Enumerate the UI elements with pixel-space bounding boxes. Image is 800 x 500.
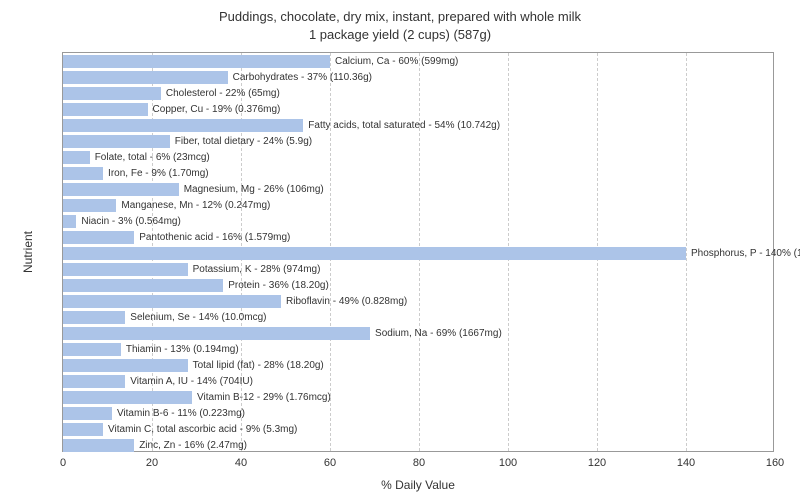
x-tick-label: 100 bbox=[499, 457, 517, 469]
bar bbox=[63, 103, 148, 116]
bar-label: Niacin - 3% (0.564mg) bbox=[81, 215, 180, 228]
bar-label: Phosphorus, P - 140% (1403mg) bbox=[691, 247, 800, 260]
x-tick-label: 0 bbox=[60, 457, 66, 469]
bar-label: Calcium, Ca - 60% (599mg) bbox=[335, 55, 458, 68]
bar-label: Thiamin - 13% (0.194mg) bbox=[126, 343, 239, 356]
bar-label: Riboflavin - 49% (0.828mg) bbox=[286, 295, 407, 308]
y-axis-label: Nutrient bbox=[21, 231, 35, 273]
bar bbox=[63, 87, 161, 100]
bar bbox=[63, 311, 125, 324]
bar-label: Manganese, Mn - 12% (0.247mg) bbox=[121, 199, 270, 212]
bar bbox=[63, 167, 103, 180]
bar bbox=[63, 423, 103, 436]
bar-label: Sodium, Na - 69% (1667mg) bbox=[375, 327, 502, 340]
chart-title-line1: Puddings, chocolate, dry mix, instant, p… bbox=[219, 9, 581, 24]
bar-label: Vitamin B-12 - 29% (1.76mcg) bbox=[197, 391, 331, 404]
bar bbox=[63, 407, 112, 420]
x-tick-label: 140 bbox=[677, 457, 695, 469]
x-tick-label: 120 bbox=[588, 457, 606, 469]
bar-label: Potassium, K - 28% (974mg) bbox=[193, 263, 321, 276]
bar-label: Pantothenic acid - 16% (1.579mg) bbox=[139, 231, 290, 244]
bar bbox=[63, 247, 686, 260]
bar-label: Folate, total - 6% (23mcg) bbox=[95, 151, 210, 164]
x-tick-label: 20 bbox=[146, 457, 158, 469]
x-axis-label: % Daily Value bbox=[62, 478, 774, 492]
bar-label: Cholesterol - 22% (65mg) bbox=[166, 87, 280, 100]
bar-label: Vitamin A, IU - 14% (704IU) bbox=[130, 375, 253, 388]
y-axis-label-container: Nutrient bbox=[18, 52, 38, 452]
x-tick-label: 160 bbox=[766, 457, 784, 469]
bar-label: Fiber, total dietary - 24% (5.9g) bbox=[175, 135, 312, 148]
bar bbox=[63, 231, 134, 244]
bar bbox=[63, 263, 188, 276]
bar-label: Total lipid (fat) - 28% (18.20g) bbox=[193, 359, 324, 372]
bar-label: Protein - 36% (18.20g) bbox=[228, 279, 329, 292]
bar bbox=[63, 55, 330, 68]
bar-label: Zinc, Zn - 16% (2.47mg) bbox=[139, 439, 247, 452]
bar bbox=[63, 375, 125, 388]
bar-label: Copper, Cu - 19% (0.376mg) bbox=[153, 103, 281, 116]
bar-label: Carbohydrates - 37% (110.36g) bbox=[233, 71, 372, 84]
chart-title-line2: 1 package yield (2 cups) (587g) bbox=[309, 27, 491, 42]
x-tick-label: 40 bbox=[235, 457, 247, 469]
bar bbox=[63, 439, 134, 452]
bar bbox=[63, 71, 228, 84]
bar bbox=[63, 119, 303, 132]
bar bbox=[63, 327, 370, 340]
bar bbox=[63, 215, 76, 228]
plot-area: 020406080100120140160Calcium, Ca - 60% (… bbox=[62, 52, 774, 452]
bar-label: Vitamin B-6 - 11% (0.223mg) bbox=[117, 407, 245, 420]
chart-title: Puddings, chocolate, dry mix, instant, p… bbox=[0, 0, 800, 43]
bar bbox=[63, 199, 116, 212]
bar-label: Vitamin C, total ascorbic acid - 9% (5.3… bbox=[108, 423, 297, 436]
x-tick-label: 80 bbox=[413, 457, 425, 469]
bar-label: Selenium, Se - 14% (10.0mcg) bbox=[130, 311, 266, 324]
bar bbox=[63, 391, 192, 404]
bar bbox=[63, 295, 281, 308]
grid-line bbox=[686, 53, 687, 451]
bar bbox=[63, 279, 223, 292]
bar bbox=[63, 135, 170, 148]
x-tick-label: 60 bbox=[324, 457, 336, 469]
bar bbox=[63, 151, 90, 164]
bar-label: Magnesium, Mg - 26% (106mg) bbox=[184, 183, 324, 196]
bar bbox=[63, 343, 121, 356]
bar-label: Iron, Fe - 9% (1.70mg) bbox=[108, 167, 209, 180]
bar-label: Fatty acids, total saturated - 54% (10.7… bbox=[308, 119, 500, 132]
bar bbox=[63, 183, 179, 196]
bar bbox=[63, 359, 188, 372]
